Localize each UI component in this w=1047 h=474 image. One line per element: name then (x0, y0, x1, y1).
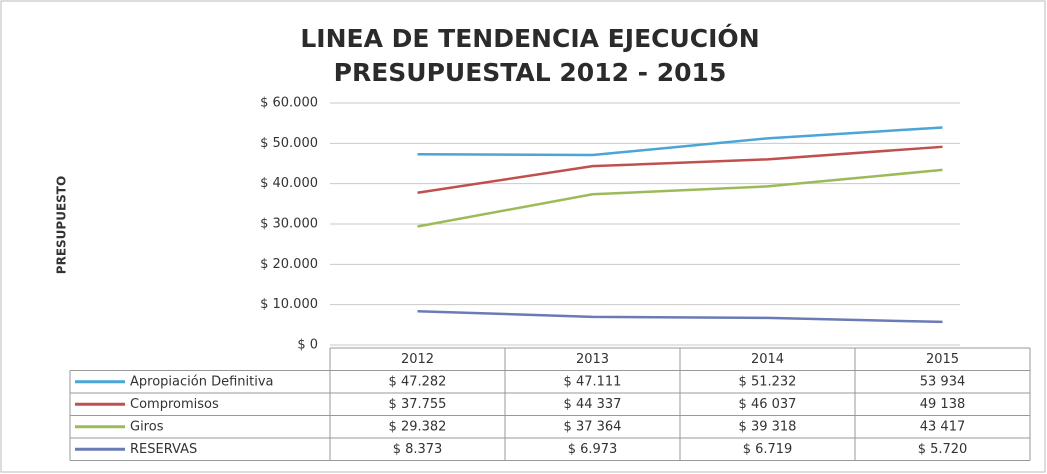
y-tick-label: $ 10.000 (260, 297, 318, 312)
chart-title: PRESUPUESTAL 2012 - 2015 (334, 58, 727, 87)
y-tick-label: $ 20.000 (260, 257, 318, 272)
table-value: 53 934 (920, 374, 966, 389)
table-value: $ 46 037 (739, 397, 797, 412)
y-tick-label: $ 0 (297, 338, 318, 353)
table-value: $ 47.111 (564, 374, 622, 389)
table-value: $ 6.973 (568, 442, 618, 457)
y-tick-label: $ 40.000 (260, 176, 318, 191)
table-value: $ 8.373 (393, 442, 443, 457)
table-value: $ 37.755 (389, 397, 447, 412)
table-value: $ 51.232 (739, 374, 797, 389)
table-value: $ 39 318 (739, 419, 797, 434)
legend-label: RESERVAS (130, 442, 197, 457)
series-line (417, 145, 943, 194)
table-value: $ 6.719 (743, 442, 793, 457)
table-value: 43 417 (920, 419, 966, 434)
x-tick-label: 2014 (751, 352, 784, 367)
series-line (417, 309, 943, 324)
y-tick-label: $ 60.000 (260, 96, 318, 111)
series-line (417, 126, 943, 157)
x-tick-label: 2012 (401, 352, 434, 367)
table-value: $ 29.382 (389, 419, 447, 434)
table-value: $ 44 337 (564, 397, 622, 412)
table-value: 49 138 (920, 397, 966, 412)
legend-label: Giros (130, 419, 164, 434)
y-tick-label: $ 30.000 (260, 217, 318, 232)
chart-title: LINEA DE TENDENCIA EJECUCIÓN (300, 23, 759, 53)
y-tick-label: $ 50.000 (260, 136, 318, 151)
x-tick-label: 2015 (926, 352, 959, 367)
table-value: $ 47.282 (389, 374, 447, 389)
y-axis-label: PRESUPUESTO (55, 176, 69, 274)
series-line (417, 168, 943, 228)
table-value: $ 5.720 (918, 442, 968, 457)
table-value: $ 37 364 (564, 419, 622, 434)
x-tick-label: 2013 (576, 352, 609, 367)
legend-label: Compromisos (130, 397, 219, 412)
legend-label: Apropiación Definitiva (130, 374, 274, 389)
